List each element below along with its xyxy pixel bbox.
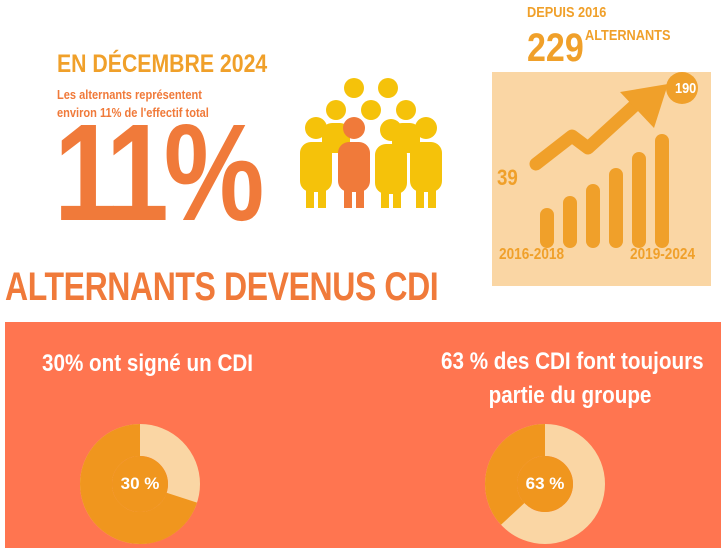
big-percentage: 11% — [54, 96, 264, 250]
cdi-signed-donut-label: 30 % — [120, 474, 160, 493]
growth-end-period: 2019-2024 — [630, 246, 696, 263]
since-label: DEPUIS 2016 — [527, 4, 607, 21]
growth-panel — [492, 72, 711, 286]
growth-bar-2 — [563, 196, 577, 248]
december-title: EN DÉCEMBRE 2024 — [57, 50, 268, 78]
share-line-2: environ 11% de l'effectif total — [57, 105, 209, 120]
cdi-retained-donut-label: 63 % — [525, 474, 565, 493]
cdi-signed-donut-remainder — [80, 424, 200, 544]
cdi-retained-title-line-2: partie du groupe — [488, 382, 652, 409]
growth-bar-4 — [609, 168, 623, 248]
share-description: Les alternants représentent environ 11% … — [57, 86, 209, 122]
growth-bar-6 — [655, 134, 669, 248]
total-unit: ALTERNANTS — [585, 27, 671, 44]
growth-bar-3 — [586, 184, 600, 248]
section-heading: ALTERNANTS DEVENUS CDI — [5, 265, 439, 309]
growth-bars-graphic — [529, 72, 698, 248]
cdi-retained-donut-remainder — [485, 424, 605, 544]
cdi-signed-donut: 30 % — [80, 424, 200, 544]
growth-start-period: 2016-2018 — [499, 246, 565, 263]
people-group-icon — [300, 78, 442, 208]
total-count: 229 — [527, 26, 584, 70]
trend-up-arrow-icon — [529, 72, 698, 171]
cdi-retained-donut: 63 % — [485, 424, 605, 544]
growth-end-value: 190 — [675, 80, 697, 97]
share-line-1: Les alternants représentent — [57, 87, 202, 102]
growth-bar-1 — [540, 208, 554, 248]
cdi-retained-title-line-1: 63 % des CDI font toujours — [441, 348, 704, 375]
growth-start-value: 39 — [497, 165, 518, 190]
growth-bar-5 — [632, 152, 646, 248]
cdi-signed-title: 30% ont signé un CDI — [42, 350, 254, 377]
